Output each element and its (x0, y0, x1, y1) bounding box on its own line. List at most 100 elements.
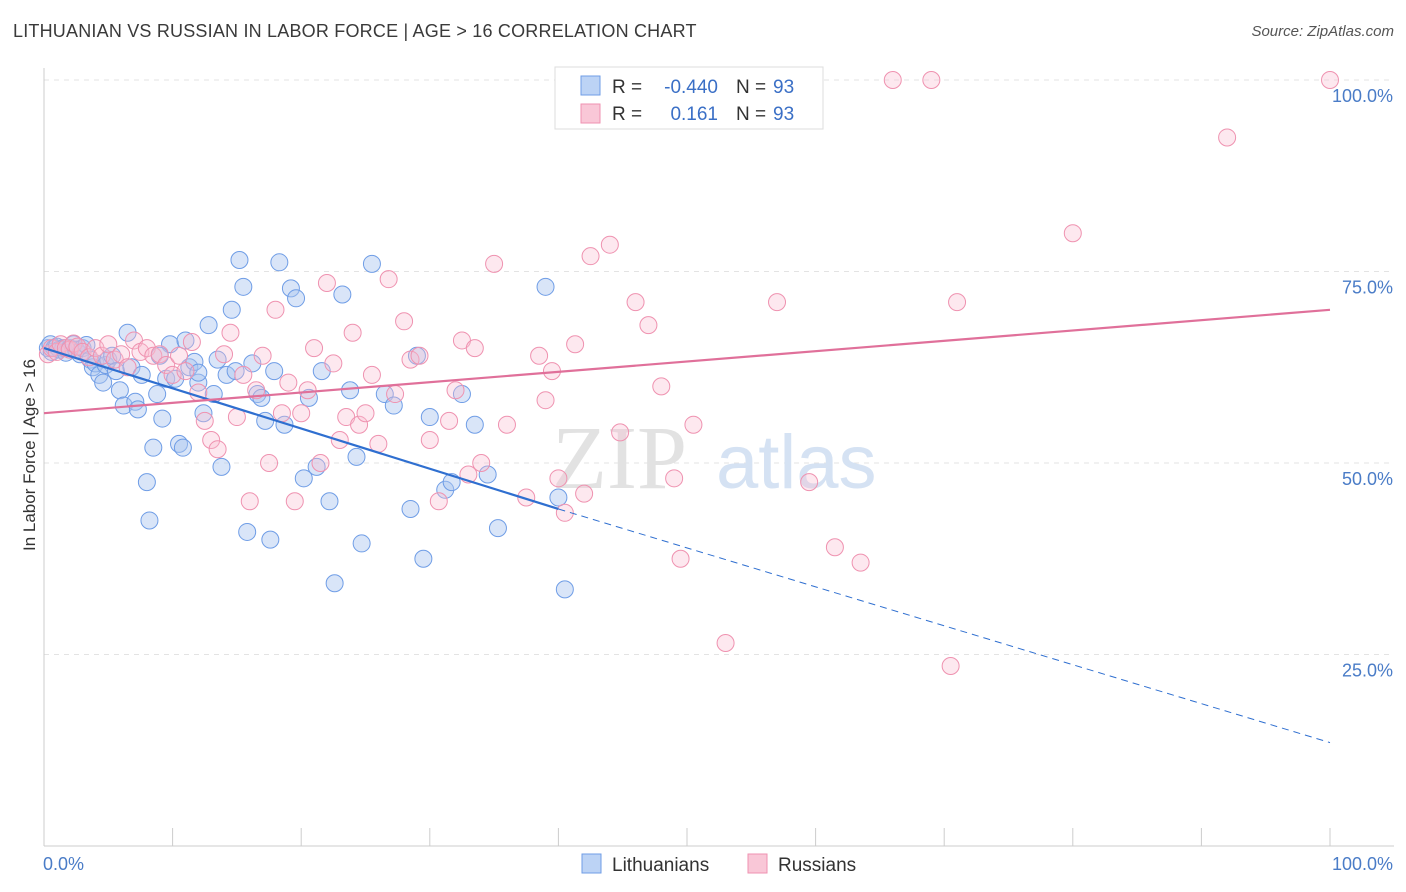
russians-point-70 (517, 488, 536, 507)
bottom-legend: Lithuanians Russians (581, 853, 856, 876)
russians-point-40 (279, 373, 298, 392)
x-tick-label-0: 0.0% (43, 854, 84, 874)
russians-point-89 (800, 473, 819, 492)
russians-point-12 (99, 335, 118, 354)
russians-point-24 (176, 362, 195, 381)
russians-point-86 (684, 415, 703, 434)
lithuanians-point-52 (230, 251, 249, 270)
lithuanians-point-44 (194, 404, 213, 423)
lithuanians-point-69 (320, 492, 339, 511)
lithuanians-point-54 (238, 522, 257, 541)
russians-point-63 (446, 381, 465, 400)
top-legend-swatch-russians (580, 103, 601, 124)
russians-point-46 (317, 273, 336, 292)
russians-point-90 (825, 538, 844, 557)
russians-point-50 (343, 323, 362, 342)
russians-point-41 (285, 492, 304, 511)
bottom-legend-lithuanians: Lithuanians (612, 855, 709, 876)
russians-point-91 (851, 553, 870, 572)
russians-point-35 (247, 381, 266, 400)
russians-point-38 (266, 300, 285, 319)
lithuanians-point-88 (536, 277, 555, 296)
bottom-legend-swatch-lithuanians (581, 853, 602, 874)
russians-point-94 (941, 656, 960, 675)
russians-point-39 (272, 404, 291, 423)
russians-point-81 (626, 293, 645, 312)
lithuanians-point-64 (287, 289, 306, 308)
russians-point-58 (401, 350, 420, 369)
russians-point-84 (665, 469, 684, 488)
lithuanians-trend-extension (558, 508, 1331, 744)
top-legend-swatch-lithuanians (580, 75, 601, 96)
lithuanians-point-45 (199, 316, 218, 335)
lithuanians-point-91 (189, 363, 208, 382)
russians-point-67 (472, 454, 491, 472)
russians-point-68 (485, 254, 504, 273)
russians-point-43 (298, 381, 317, 400)
russians-point-45 (311, 454, 330, 472)
trend-lines (43, 308, 1331, 744)
lithuanians-point-34 (153, 409, 172, 428)
russians-point-37 (260, 454, 279, 472)
lithuanians-point-32 (144, 438, 163, 457)
russians-point-31 (221, 323, 240, 342)
russians-point-15 (118, 358, 137, 377)
russians-point-98 (1321, 71, 1339, 89)
russians-point-80 (611, 423, 630, 442)
russians-points (38, 71, 1339, 675)
russians-point-23 (170, 346, 189, 365)
lithuanians-point-63 (281, 279, 300, 298)
lithuanians-point-80 (414, 549, 433, 568)
russians-point-56 (386, 385, 405, 404)
russians-point-14 (112, 345, 131, 364)
watermark: ZIP atlas (552, 409, 877, 508)
russians-point-30 (215, 345, 234, 364)
lithuanians-point-89 (549, 488, 568, 507)
lithuanians-point-60 (265, 362, 284, 381)
lithuanians-point-33 (148, 385, 167, 404)
lithuanians-point-23 (110, 381, 129, 400)
lithuanians-points (38, 251, 574, 599)
lithuanians-point-75 (362, 254, 381, 273)
watermark-atlas: atlas (716, 420, 877, 505)
russians-point-79 (600, 235, 619, 254)
lithuanians-point-90 (555, 580, 574, 599)
russians-point-61 (429, 492, 448, 511)
source-note: Source: ZipAtlas.com (1251, 23, 1394, 40)
russians-point-42 (292, 404, 311, 423)
lithuanians-trend-line (43, 347, 559, 511)
lithuanians-point-39 (173, 438, 192, 457)
lithuanians-point-77 (384, 396, 403, 415)
russians-point-28 (202, 431, 221, 450)
russians-point-7 (68, 337, 87, 356)
axes (43, 68, 1394, 847)
russians-point-78 (581, 247, 600, 266)
russians-point-55 (379, 270, 398, 289)
russians-point-60 (420, 431, 439, 450)
russians-point-77 (575, 484, 594, 503)
lithuanians-point-86 (478, 465, 497, 484)
russians-point-47 (324, 354, 343, 373)
y-tick-label-2: 75.0% (1342, 278, 1393, 298)
y-tick-label-0: 25.0% (1342, 661, 1393, 681)
lithuanians-point-40 (176, 331, 195, 350)
lithuanians-point-65 (294, 469, 313, 488)
russians-point-75 (555, 503, 574, 522)
russians-point-87 (716, 634, 735, 653)
russians-point-76 (566, 335, 585, 354)
lithuanians-point-18 (94, 373, 113, 392)
lithuanians-point-72 (341, 381, 360, 400)
lithuanians-point-61 (270, 253, 289, 272)
russians-point-69 (497, 415, 516, 434)
chart-title: LITHUANIAN VS RUSSIAN IN LABOR FORCE | A… (13, 21, 697, 41)
lithuanians-point-25 (118, 323, 137, 342)
russians-point-57 (395, 312, 414, 331)
russians-point-33 (234, 365, 253, 384)
lithuanians-point-30 (137, 473, 156, 492)
bottom-legend-swatch-russians (747, 853, 768, 874)
russians-point-82 (639, 316, 658, 335)
lithuanians-point-50 (222, 300, 241, 319)
lithuanians-point-62 (275, 415, 294, 434)
top-legend-r-value-2: 0.161 (670, 104, 718, 125)
